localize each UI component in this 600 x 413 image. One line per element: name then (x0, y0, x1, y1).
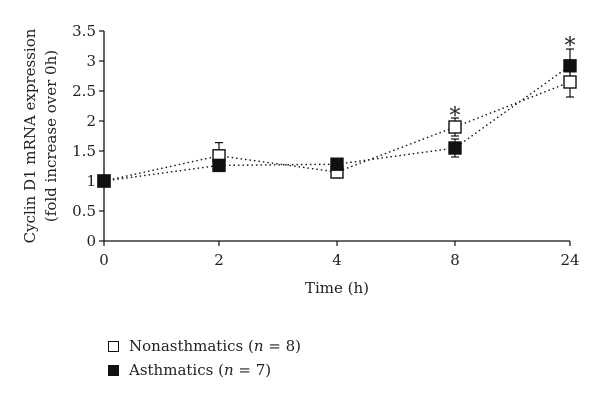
y-tick-label: 2.5 (72, 82, 96, 100)
x-tick-label: 4 (332, 251, 342, 269)
y-tick-label: 0.5 (72, 202, 96, 220)
y-axis-title: Cyclin D1 mRNA expression (21, 28, 39, 243)
point-asthmatics (330, 157, 344, 171)
point-asthmatics (97, 174, 111, 188)
y-tick-label: 0 (86, 232, 96, 250)
legend-item-nonasthmatics: Nonasthmatics (n = 8) (108, 334, 301, 358)
open-square-marker-icon (108, 340, 119, 352)
point-nonasthmatics (448, 120, 462, 134)
point-asthmatics (448, 141, 462, 155)
y-tick-label: 1 (86, 172, 96, 190)
x-tick-label: 8 (450, 251, 460, 269)
point-asthmatics (563, 59, 577, 73)
significance-annotation: * (565, 34, 576, 59)
legend-label-asthmatics: Asthmatics (n = 7) (129, 361, 272, 379)
filled-square-marker-icon (108, 364, 119, 376)
x-tick-label: 2 (214, 251, 224, 269)
y-tick-label: 2 (86, 112, 96, 130)
point-asthmatics (212, 158, 226, 173)
y-tick-label: 1.5 (72, 142, 96, 160)
legend-label-nonasthmatics: Nonasthmatics (n = 8) (129, 337, 302, 355)
significance-annotation: * (450, 104, 461, 129)
legend: Nonasthmatics (n = 8) Asthmatics (n = 7) (108, 334, 301, 382)
point-nonasthmatics (563, 75, 577, 89)
x-tick-label: 24 (560, 251, 579, 269)
y-tick-label: 3 (86, 52, 96, 70)
x-tick-label: 0 (99, 251, 109, 269)
y-tick-label: 3.5 (72, 22, 96, 40)
legend-item-asthmatics: Asthmatics (n = 7) (108, 358, 301, 382)
y-axis-subtitle: (fold increase over 0h) (42, 50, 60, 222)
x-axis-title: Time (h) (305, 279, 369, 297)
